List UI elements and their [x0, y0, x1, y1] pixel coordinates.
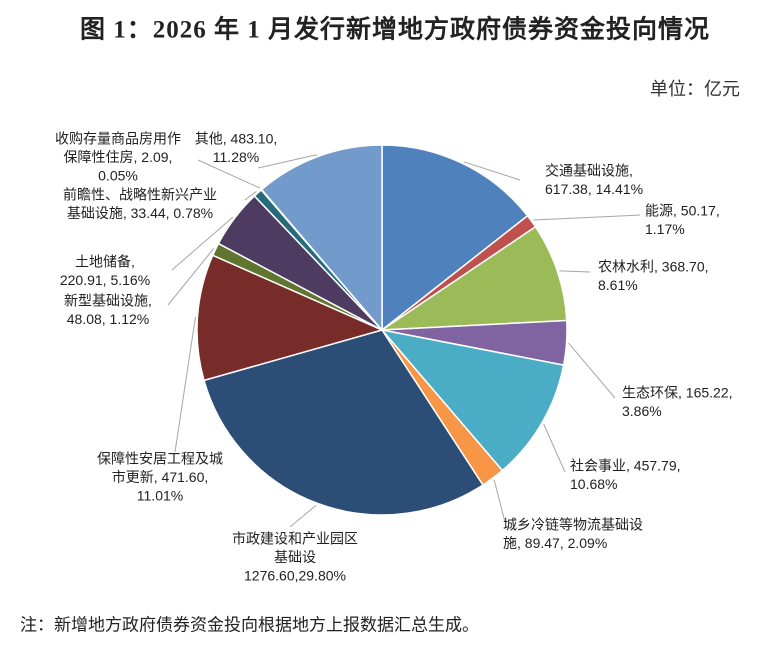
- data-label: 基础设: [274, 549, 316, 565]
- note: 注：新增地方政府债券资金投向根据地方上报数据汇总生成。: [20, 615, 479, 634]
- data-label: 1276.60,29.80%: [244, 568, 346, 584]
- data-label: 能源, 50.17,: [645, 203, 720, 219]
- leader-line: [171, 216, 234, 271]
- data-label: 11.01%: [137, 488, 183, 504]
- chart-title: 图 1：2026 年 1 月发行新增地方政府债券资金投向情况: [80, 15, 710, 44]
- leader-line: [543, 423, 566, 473]
- data-label: 11.28%: [213, 149, 259, 165]
- pie-slice: [379, 225, 568, 331]
- pie-slice: [380, 328, 565, 472]
- data-label: 前瞻性、战略性新兴产业: [63, 187, 217, 203]
- data-label: 市更新, 471.60,: [112, 469, 209, 485]
- leader-line: [174, 316, 196, 453]
- data-label: 617.38, 14.41%: [545, 181, 643, 197]
- data-label: 基础设施, 33.44, 0.78%: [67, 205, 213, 221]
- data-label: 社会事业, 457.79,: [570, 458, 681, 474]
- data-label: 施, 89.47, 2.09%: [503, 535, 607, 551]
- pie-slice: [260, 144, 383, 333]
- leader-line: [463, 161, 521, 181]
- data-label: 农林水利, 368.70,: [598, 259, 709, 275]
- leader-line: [257, 154, 318, 169]
- pie-slice: [203, 329, 484, 516]
- leader-line: [568, 342, 616, 399]
- leader-line: [244, 191, 257, 201]
- data-label: 其他, 483.10,: [195, 131, 278, 147]
- data-label: 交通基础设施,: [545, 163, 633, 179]
- pie-slice: [381, 144, 529, 332]
- data-label: 1.17%: [645, 221, 685, 237]
- unit-label: 单位：亿元: [650, 79, 740, 99]
- data-label: 8.61%: [598, 277, 638, 293]
- data-label: 0.05%: [98, 168, 138, 184]
- pie-slice: [196, 254, 385, 382]
- data-label: 生态环保, 165.22,: [622, 385, 733, 401]
- data-label: 220.91, 5.16%: [60, 272, 150, 288]
- leader-line: [197, 159, 261, 189]
- data-label: 收购存量商品房用作: [55, 131, 181, 147]
- data-label: 10.68%: [570, 476, 617, 492]
- data-label: 城乡冷链等物流基础设: [503, 517, 643, 533]
- data-label: 市政建设和产业园区: [232, 531, 358, 547]
- leader-line: [167, 248, 215, 306]
- leader-line: [289, 504, 317, 528]
- data-label: 3.86%: [622, 403, 662, 419]
- data-label: 48.08, 1.12%: [67, 311, 150, 327]
- data-label: 新型基础设施,: [64, 293, 152, 309]
- data-label: 保障性安居工程及城: [97, 451, 223, 467]
- leader-line: [533, 214, 641, 221]
- data-label: 土地储备,: [75, 254, 135, 270]
- data-label: 保障性住房, 2.09,: [64, 149, 173, 165]
- leader-line: [559, 270, 591, 273]
- leader-line: [493, 479, 506, 523]
